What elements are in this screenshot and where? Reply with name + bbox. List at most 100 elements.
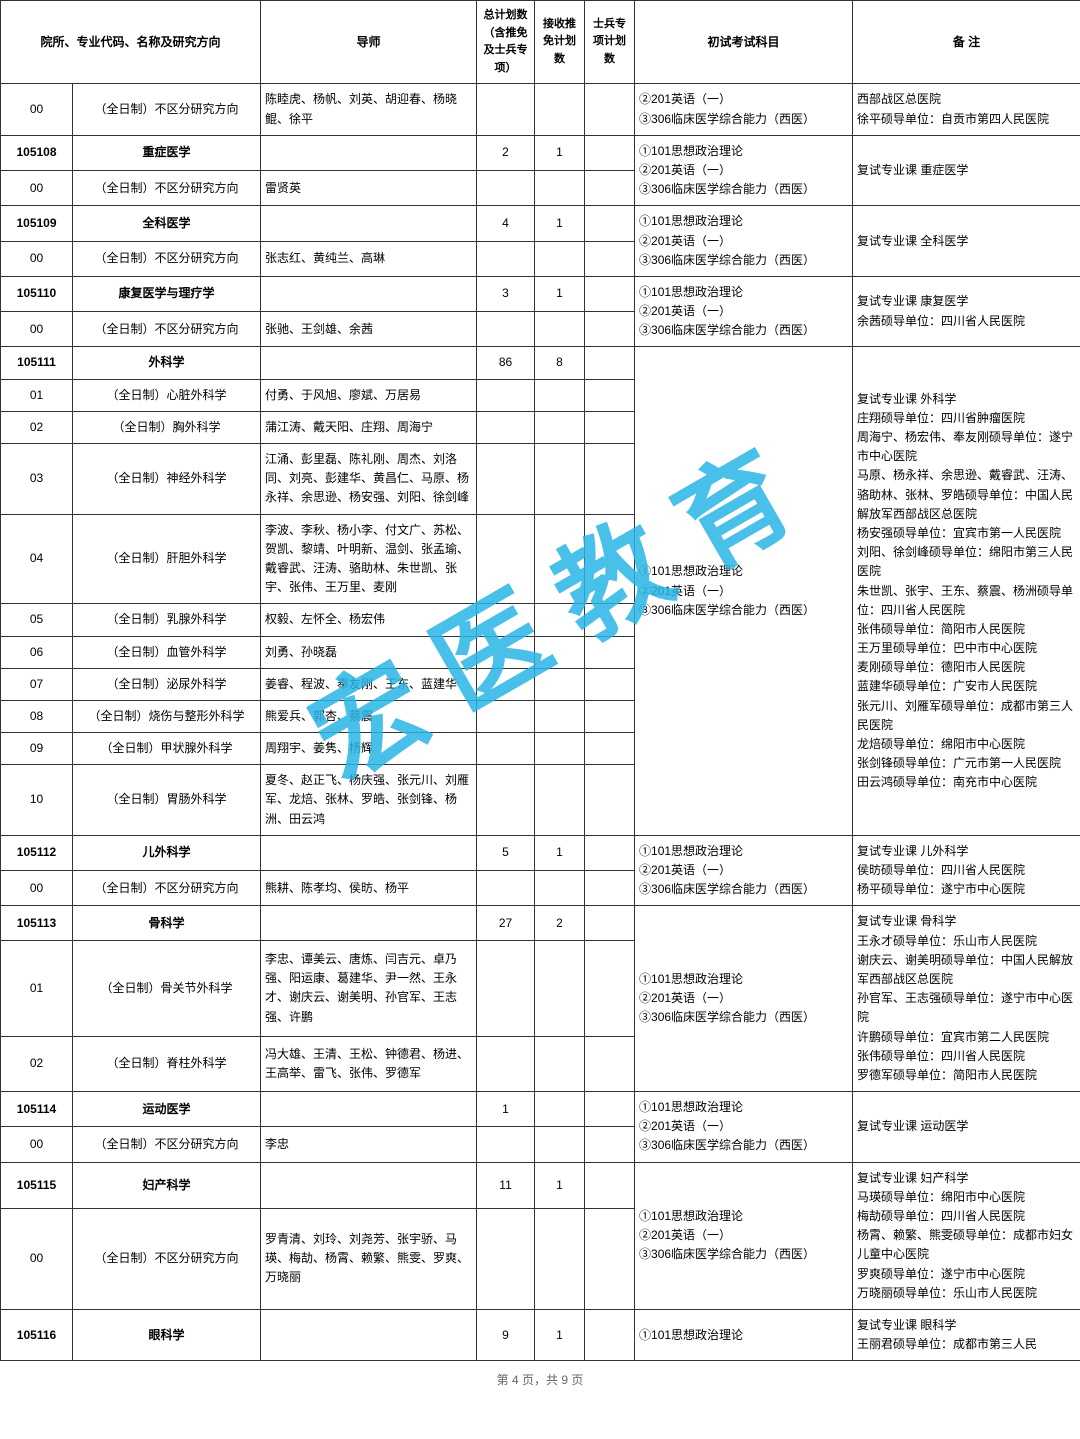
- cell-teacher: [261, 906, 477, 940]
- cell-tuimian: [535, 636, 585, 668]
- cell-tuimian: 1: [535, 1309, 585, 1360]
- cell-tuimian: [535, 171, 585, 206]
- cell-tuimian: [535, 1208, 585, 1309]
- cell-name: （全日制）骨关节外科学: [73, 940, 261, 1036]
- cell-exam: ①101思想政治理论 ②201英语（一） ③306临床医学综合能力（西医）: [635, 1162, 853, 1309]
- cell-name: 眼科学: [73, 1309, 261, 1360]
- cell-teacher: 付勇、于风旭、廖斌、万居易: [261, 379, 477, 411]
- cell-teacher: [261, 1162, 477, 1208]
- cell-soldier: [585, 206, 635, 241]
- cell-teacher: 张志红、黄纯兰、高琳: [261, 241, 477, 276]
- cell-soldier: [585, 940, 635, 1036]
- cell-plan: [477, 765, 535, 836]
- cell-soldier: [585, 1092, 635, 1127]
- cell-code: 105116: [1, 1309, 73, 1360]
- cell-plan: [477, 84, 535, 135]
- cell-name: （全日制）胃肠外科学: [73, 765, 261, 836]
- cell-plan: [477, 241, 535, 276]
- cell-name: 妇产科学: [73, 1162, 261, 1208]
- cell-plan: 1: [477, 1092, 535, 1127]
- cell-tuimian: [535, 1127, 585, 1162]
- cell-plan: 9: [477, 1309, 535, 1360]
- cell-tuimian: [535, 312, 585, 347]
- cell-soldier: [585, 347, 635, 379]
- col-tuimian: 接收推免计划数: [535, 1, 585, 84]
- cell-name: 运动医学: [73, 1092, 261, 1127]
- cell-tuimian: 1: [535, 135, 585, 170]
- cell-plan: [477, 411, 535, 443]
- cell-teacher: 蒲江涛、戴天阳、庄翔、周海宁: [261, 411, 477, 443]
- cell-soldier: [585, 636, 635, 668]
- cell-name: 康复医学与理疗学: [73, 276, 261, 311]
- cell-code: 105111: [1, 347, 73, 379]
- cell-name: 骨科学: [73, 906, 261, 940]
- cell-plan: 86: [477, 347, 535, 379]
- cell-code: 10: [1, 765, 73, 836]
- cell-tuimian: 2: [535, 906, 585, 940]
- table-row: 105113骨科学272①101思想政治理论 ②201英语（一） ③306临床医…: [1, 906, 1080, 940]
- cell-code: 105113: [1, 906, 73, 940]
- cell-name: （全日制）不区分研究方向: [73, 84, 261, 135]
- cell-tuimian: [535, 241, 585, 276]
- header-row: 院所、专业代码、名称及研究方向 导师 总计划数（含推免及士兵专项） 接收推免计划…: [1, 1, 1080, 84]
- cell-plan: [477, 871, 535, 906]
- cell-soldier: [585, 604, 635, 636]
- table-row: 105108重症医学21①101思想政治理论 ②201英语（一） ③306临床医…: [1, 135, 1080, 170]
- cell-teacher: [261, 347, 477, 379]
- cell-soldier: [585, 241, 635, 276]
- col-teacher: 导师: [261, 1, 477, 84]
- col-note: 备 注: [853, 1, 1080, 84]
- cell-exam: ①101思想政治理论: [635, 1309, 853, 1360]
- cell-name: （全日制）脊柱外科学: [73, 1037, 261, 1092]
- cell-plan: [477, 1037, 535, 1092]
- cell-plan: 4: [477, 206, 535, 241]
- cell-exam: ②201英语（一） ③306临床医学综合能力（西医）: [635, 84, 853, 135]
- cell-code: 07: [1, 668, 73, 700]
- table-row: 00（全日制）不区分研究方向陈睦虎、杨帆、刘英、胡迎春、杨晓鲲、徐平②201英语…: [1, 84, 1080, 135]
- cell-soldier: [585, 411, 635, 443]
- cell-tuimian: 8: [535, 347, 585, 379]
- cell-note: 复试专业课 运动医学: [853, 1092, 1080, 1163]
- cell-plan: 5: [477, 835, 535, 870]
- cell-code: 03: [1, 444, 73, 515]
- table-body: 00（全日制）不区分研究方向陈睦虎、杨帆、刘英、胡迎春、杨晓鲲、徐平②201英语…: [1, 84, 1080, 1361]
- cell-exam: ①101思想政治理论 ②201英语（一） ③306临床医学综合能力（西医）: [635, 276, 853, 347]
- cell-soldier: [585, 312, 635, 347]
- cell-code: 00: [1, 871, 73, 906]
- cell-plan: [477, 444, 535, 515]
- cell-plan: [477, 171, 535, 206]
- cell-soldier: [585, 871, 635, 906]
- cell-name: 重症医学: [73, 135, 261, 170]
- cell-code: 00: [1, 312, 73, 347]
- cell-teacher: 周翔宇、姜隽、杨辉: [261, 733, 477, 765]
- cell-teacher: [261, 206, 477, 241]
- cell-soldier: [585, 1162, 635, 1208]
- cell-soldier: [585, 171, 635, 206]
- cell-code: 00: [1, 1208, 73, 1309]
- cell-name: （全日制）胸外科学: [73, 411, 261, 443]
- cell-code: 00: [1, 171, 73, 206]
- cell-code: 06: [1, 636, 73, 668]
- cell-note: 复试专业课 外科学 庄翔硕导单位：四川省肿瘤医院 周海宁、杨宏伟、奉友刚硕导单位…: [853, 347, 1080, 835]
- cell-soldier: [585, 276, 635, 311]
- cell-plan: [477, 700, 535, 732]
- cell-soldier: [585, 1208, 635, 1309]
- col-exam: 初试考试科目: [635, 1, 853, 84]
- table-row: 105112儿外科学51①101思想政治理论 ②201英语（一） ③306临床医…: [1, 835, 1080, 870]
- cell-soldier: [585, 906, 635, 940]
- cell-note: 复试专业课 全科医学: [853, 206, 1080, 277]
- cell-teacher: 张驰、王剑雄、余茜: [261, 312, 477, 347]
- cell-exam: ①101思想政治理论 ②201英语（一） ③306临床医学综合能力（西医）: [635, 347, 853, 835]
- cell-name: 全科医学: [73, 206, 261, 241]
- page-footer: 第 4 页，共 9 页: [0, 1361, 1080, 1398]
- cell-teacher: [261, 835, 477, 870]
- cell-plan: 27: [477, 906, 535, 940]
- cell-code: 09: [1, 733, 73, 765]
- cell-tuimian: [535, 765, 585, 836]
- cell-soldier: [585, 1037, 635, 1092]
- cell-soldier: [585, 668, 635, 700]
- cell-name: （全日制）心脏外科学: [73, 379, 261, 411]
- cell-plan: [477, 1127, 535, 1162]
- cell-plan: [477, 940, 535, 1036]
- cell-code: 105112: [1, 835, 73, 870]
